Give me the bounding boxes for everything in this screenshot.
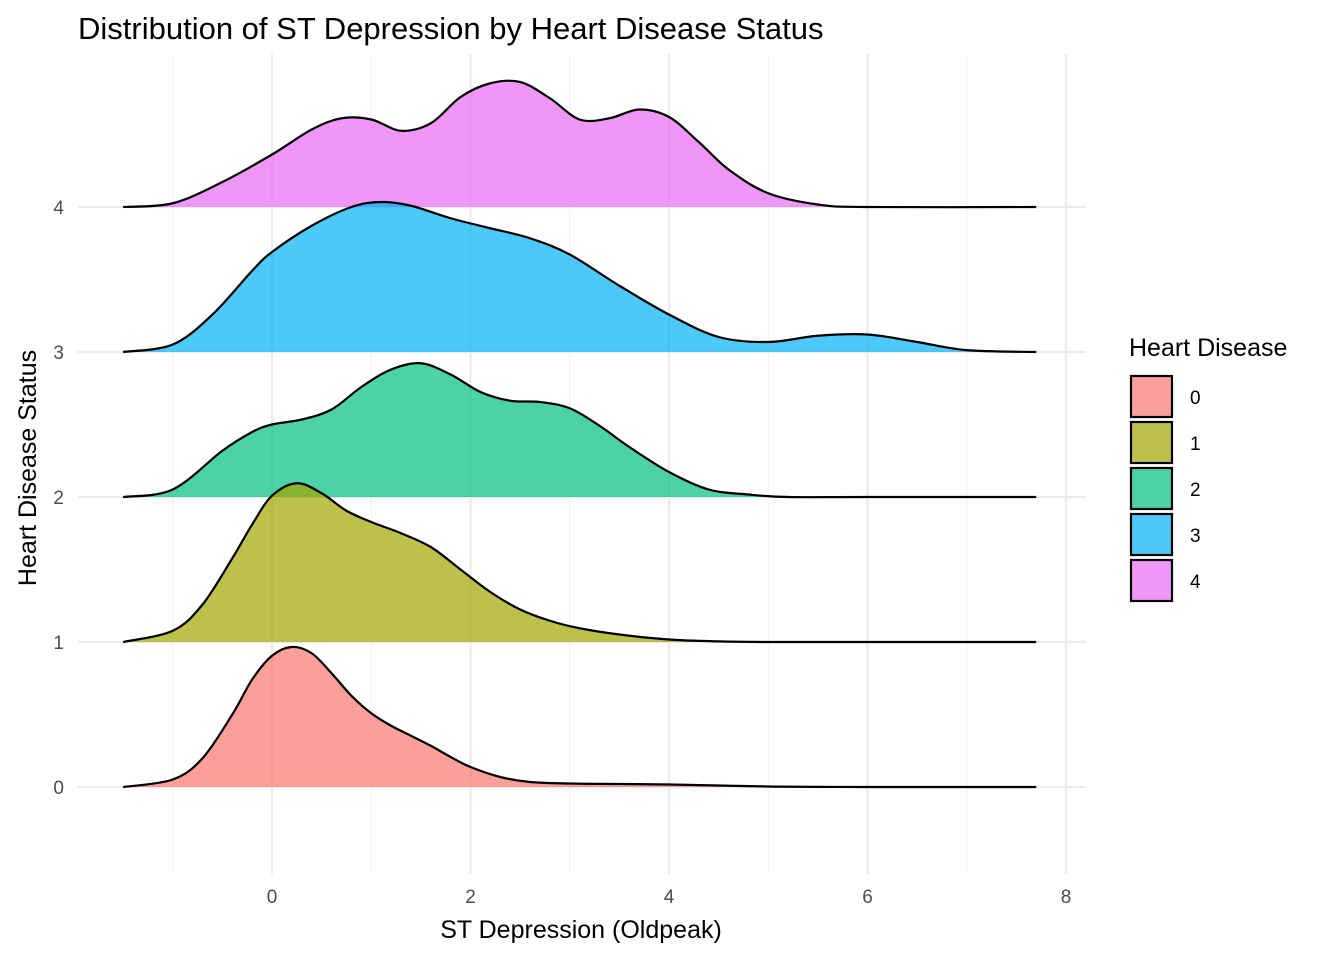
ridge-series-2 bbox=[122, 362, 1037, 499]
ridge-series-0 bbox=[122, 645, 1037, 789]
legend-label-2: 2 bbox=[1190, 480, 1201, 501]
y-tick-label: 3 bbox=[53, 343, 64, 364]
ridge-outline-4 bbox=[123, 79, 1037, 209]
y-axis-ticks: 0 1 2 3 4 bbox=[53, 198, 64, 799]
legend-key-3 bbox=[1129, 512, 1174, 557]
ridge-outline-2 bbox=[122, 362, 1037, 499]
legend-title: Heart Disease bbox=[1129, 334, 1287, 362]
x-tick-label: 8 bbox=[1061, 887, 1072, 908]
y-tick-label: 4 bbox=[53, 198, 64, 219]
legend-label-1: 1 bbox=[1190, 434, 1201, 455]
x-axis-title: ST Depression (Oldpeak) bbox=[440, 916, 722, 944]
y-tick-label: 1 bbox=[53, 633, 64, 654]
legend-key-4 bbox=[1129, 558, 1174, 603]
ridge-area-0 bbox=[123, 646, 1037, 788]
y-axis-title: Heart Disease Status bbox=[14, 350, 42, 586]
y-tick-label: 2 bbox=[53, 488, 64, 509]
legend-label-3: 3 bbox=[1190, 526, 1201, 547]
x-axis-ticks: 0 2 4 6 8 bbox=[267, 887, 1072, 908]
ridge-series-4 bbox=[123, 79, 1037, 209]
y-tick-label: 0 bbox=[53, 778, 64, 799]
ridge-outline-1 bbox=[122, 482, 1037, 644]
legend-items: 0 1 2 3 4 bbox=[1129, 374, 1201, 603]
ridge-area-2 bbox=[123, 363, 1037, 498]
ridge-series-3 bbox=[122, 200, 1037, 354]
chart-title: Distribution of ST Depression by Heart D… bbox=[78, 11, 823, 46]
x-tick-label: 6 bbox=[862, 887, 873, 908]
ridge-layer bbox=[122, 79, 1037, 789]
ridge-area-3 bbox=[123, 201, 1037, 352]
x-tick-label: 4 bbox=[664, 887, 675, 908]
legend-key-0 bbox=[1129, 374, 1174, 419]
legend-key-2 bbox=[1129, 466, 1174, 511]
ridge-outline-3 bbox=[122, 200, 1037, 354]
ridge-area-1 bbox=[123, 483, 1037, 643]
ridge-outline-0 bbox=[122, 645, 1037, 789]
ridge-series-1 bbox=[122, 482, 1037, 644]
legend: Heart Disease 0 1 2 3 4 bbox=[1129, 334, 1287, 603]
legend-key-1 bbox=[1129, 420, 1174, 465]
legend-label-4: 4 bbox=[1190, 572, 1201, 593]
x-tick-label: 0 bbox=[267, 887, 278, 908]
x-tick-label: 2 bbox=[465, 887, 476, 908]
ridge-area-4 bbox=[123, 80, 1037, 208]
legend-label-0: 0 bbox=[1190, 388, 1201, 409]
